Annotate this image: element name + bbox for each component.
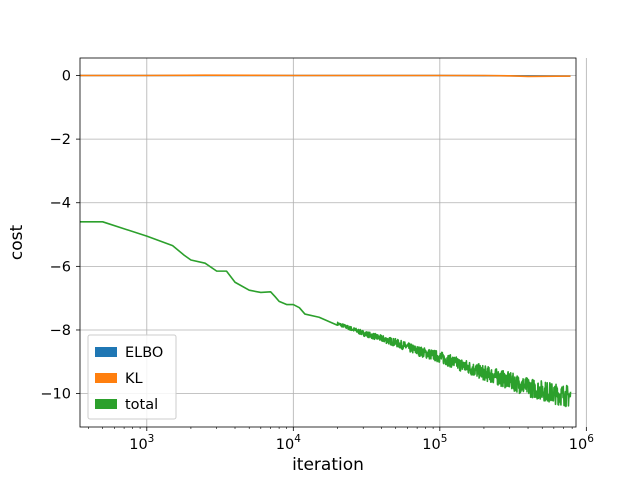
series-layer [80,74,572,408]
legend-label-kl: KL [125,371,143,387]
y-tick-label: −4 [50,196,71,212]
legend-swatch-kl [95,373,117,383]
legend-swatch-total [95,399,117,409]
legend-label-elbo: ELBO [125,345,163,361]
x-tick-label: 106 [569,433,594,453]
x-tick-exponent: 4 [294,433,301,445]
x-tick-label: 104 [276,433,301,453]
y-tick-label: −2 [50,132,71,148]
x-tick-label: 103 [129,433,154,453]
legend: ELBO KL total [87,334,177,420]
legend-swatch-elbo [95,347,117,357]
y-tick-label: 0 [62,68,71,84]
series-line-total [80,221,572,408]
x-tick-exponent: 5 [441,433,448,445]
legend-label-total: total [125,397,158,413]
x-tick-label: 105 [422,433,447,453]
x-tick-exponent: 3 [148,433,155,445]
plot-frame [79,57,577,428]
y-tick-label: −8 [50,323,71,339]
x-tick-exponent: 6 [587,433,594,445]
x-axis-label: iteration [292,455,364,475]
series-line-kl [80,74,571,78]
y-tick-label: −6 [50,259,71,275]
y-axis-label: cost [7,225,27,261]
y-tick-label: −10 [40,387,71,403]
